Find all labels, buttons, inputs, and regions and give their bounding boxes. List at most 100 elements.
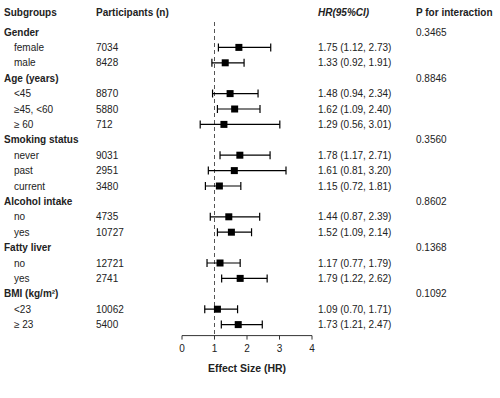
participants: 4735 (96, 211, 119, 222)
hr-label: 1.29 (0.56, 3.01) (318, 119, 391, 130)
hr-label: 1.33 (0.92, 1.91) (318, 57, 391, 68)
column-header: Subgroups (4, 7, 57, 18)
subgroup-label: no (14, 258, 26, 269)
participants: 7034 (96, 42, 119, 53)
ci-cap (259, 105, 260, 113)
p-value: 0.8602 (416, 196, 447, 207)
hr-marker (235, 44, 242, 51)
hr-label: 1.62 (1.09, 2.40) (318, 104, 391, 115)
group-label: Smoking status (4, 134, 79, 145)
p-value: 0.1092 (416, 288, 447, 299)
group-label: BMI (kg/m²) (4, 288, 58, 299)
ci-cap (211, 59, 212, 67)
ci-line (213, 93, 258, 94)
subgroup-label: ≥ 23 (14, 319, 34, 330)
ci-line (221, 324, 262, 325)
ci-cap (218, 43, 219, 51)
ci-line (208, 170, 286, 171)
plot-area (200, 22, 286, 336)
ci-cap (204, 305, 205, 313)
subgroup-label: no (14, 211, 26, 222)
participants: 2951 (96, 165, 119, 176)
background (0, 0, 500, 398)
tick-mark (279, 336, 280, 340)
ci-cap (219, 151, 220, 159)
ci-line (207, 262, 240, 263)
p-value: 0.1368 (416, 242, 447, 253)
participants: 8870 (96, 88, 119, 99)
ci-line (218, 47, 270, 48)
hr-label: 1.09 (0.70, 1.71) (318, 304, 391, 315)
subgroup-label: yes (14, 273, 30, 284)
hr-label: 1.52 (1.09, 2.14) (318, 227, 391, 238)
group-label: Fatty liver (4, 242, 51, 253)
subgroup-label: ≥ 60 (14, 119, 34, 130)
x-axis: 01234 (179, 336, 315, 355)
ci-cap (200, 120, 201, 128)
subgroup-label: past (14, 165, 33, 176)
hr-marker (228, 229, 235, 236)
reference-line (214, 22, 215, 336)
hr-label: 1.75 (1.12, 2.73) (318, 42, 391, 53)
ci-line (205, 309, 238, 310)
hr-marker (237, 275, 244, 282)
ci-line (200, 124, 280, 125)
ci-cap (262, 321, 263, 329)
hr-marker (220, 121, 227, 128)
subgroup-label: male (14, 57, 36, 68)
participants: 3480 (96, 181, 119, 192)
hr-marker (231, 167, 238, 174)
tick-label: 4 (309, 343, 315, 354)
group-label: Gender (4, 27, 39, 38)
ci-line (217, 108, 260, 109)
subgroup-label: ≥45, <60 (14, 104, 54, 115)
ci-cap (279, 120, 280, 128)
ci-line (205, 185, 240, 186)
ci-cap (208, 167, 209, 175)
ci-cap (269, 151, 270, 159)
ci-line (220, 155, 270, 156)
ci-cap (217, 105, 218, 113)
ci-cap (217, 228, 218, 236)
hr-label: 1.78 (1.17, 2.71) (318, 150, 391, 161)
group-label: Alcohol intake (4, 196, 73, 207)
ci-line (210, 216, 259, 217)
subgroup-label: <45 (14, 88, 31, 99)
hr-label: 1.73 (1.21, 2.47) (318, 319, 391, 330)
hr-label: 1.48 (0.94, 2.34) (318, 88, 391, 99)
tick-mark (214, 336, 215, 340)
tick-label: 3 (277, 343, 283, 354)
tick-label: 0 (179, 343, 185, 354)
participants: 10062 (96, 304, 124, 315)
group-label: Age (years) (4, 73, 58, 84)
participants: 9031 (96, 150, 119, 161)
hr-label: 1.15 (0.72, 1.81) (318, 181, 391, 192)
hr-marker (236, 152, 243, 159)
participants: 12721 (96, 258, 124, 269)
ci-cap (270, 43, 271, 51)
ci-cap (251, 228, 252, 236)
subgroup-label: <23 (14, 304, 31, 315)
column-header: Participants (n) (96, 7, 169, 18)
ci-cap (267, 274, 268, 282)
x-axis-label: Effect Size (HR) (208, 362, 286, 374)
ci-cap (259, 213, 260, 221)
participants: 712 (96, 119, 113, 130)
subgroup-label: never (14, 150, 40, 161)
ci-cap (206, 259, 207, 267)
hr-label: 1.61 (0.81, 3.20) (318, 165, 391, 176)
p-value: 0.3465 (416, 27, 447, 38)
ci-cap (205, 182, 206, 190)
hr-label: 1.79 (1.22, 2.62) (318, 273, 391, 284)
hr-marker (217, 260, 224, 267)
column-header: HR(95%CI) (318, 7, 370, 18)
ci-cap (243, 59, 244, 67)
tick-label: 2 (244, 343, 250, 354)
ci-cap (240, 259, 241, 267)
hr-marker (231, 106, 238, 113)
hr-marker (216, 183, 223, 190)
hr-label: 1.44 (0.87, 2.39) (318, 211, 391, 222)
ci-cap (257, 90, 258, 98)
ci-cap (221, 321, 222, 329)
tick-mark (247, 336, 248, 340)
